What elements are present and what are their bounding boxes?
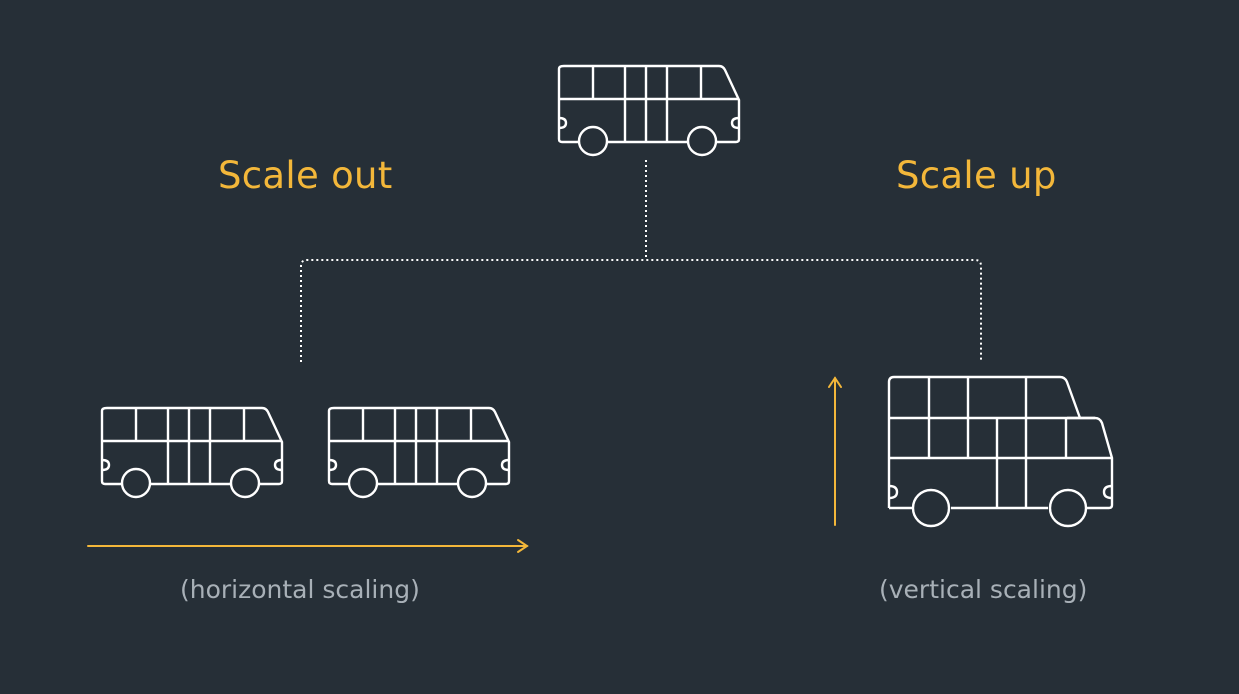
vertical-scaling-caption: (vertical scaling) xyxy=(879,575,1088,604)
scale-up-heading: Scale up xyxy=(896,154,1057,197)
large-bus-icon xyxy=(887,375,1114,528)
vertical-arrow xyxy=(828,376,842,526)
horizontal-arrow xyxy=(87,539,529,553)
connector-lines xyxy=(300,160,982,362)
bus-icon xyxy=(100,406,284,499)
horizontal-scaling-caption: (horizontal scaling) xyxy=(180,575,420,604)
bus-icon xyxy=(327,406,511,499)
bus-icon xyxy=(557,64,741,157)
scale-out-heading: Scale out xyxy=(218,154,393,197)
